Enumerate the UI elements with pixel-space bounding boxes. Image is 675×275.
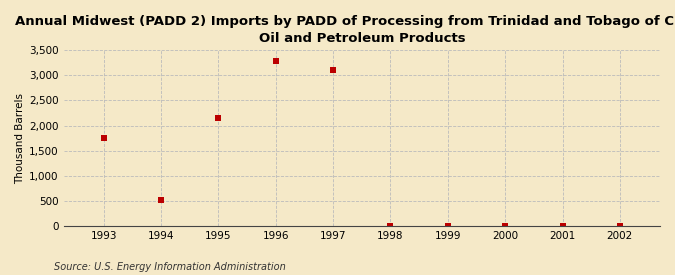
Title: Annual Midwest (PADD 2) Imports by PADD of Processing from Trinidad and Tobago o: Annual Midwest (PADD 2) Imports by PADD … [15, 15, 675, 45]
Text: Source: U.S. Energy Information Administration: Source: U.S. Energy Information Administ… [54, 262, 286, 272]
Y-axis label: Thousand Barrels: Thousand Barrels [15, 93, 25, 184]
